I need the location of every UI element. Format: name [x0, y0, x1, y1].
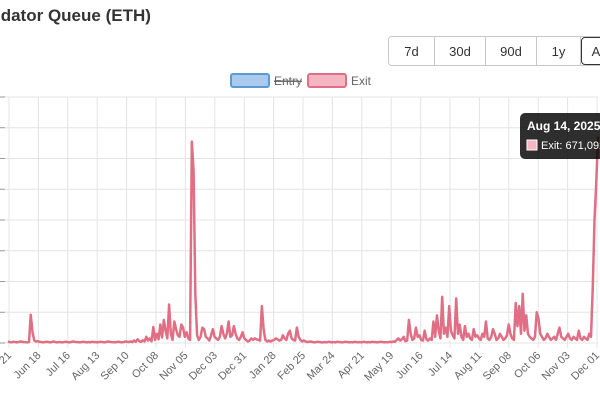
series-line-exit	[7, 136, 600, 344]
legend-item-exit[interactable]: Exit	[307, 73, 372, 88]
x-tick-label: Mar 24	[305, 350, 338, 383]
x-tick-label: Jul 14	[426, 350, 455, 379]
tooltip-title: Aug 14, 2025	[527, 119, 600, 133]
tooltip: Aug 14, 2025 Exit: 671,092	[520, 113, 600, 159]
legend-swatch-entry	[230, 73, 270, 88]
legend-swatch-exit	[307, 73, 347, 88]
range-1y-button[interactable]: 1y	[537, 37, 581, 65]
x-tick-label: Aug 11	[452, 350, 485, 383]
legend: Entry Exit	[230, 73, 372, 88]
page-title: idator Queue (ETH)	[0, 6, 151, 25]
x-tick-label: Jun 18	[12, 350, 44, 382]
x-tick-label: Aug 13	[69, 350, 102, 383]
range-90d-button[interactable]: 90d	[486, 37, 537, 65]
x-tick-label: Nov 05	[157, 350, 190, 383]
x-tick-label: Sep 08	[481, 350, 514, 383]
x-tick-label: Oct 06	[512, 350, 543, 381]
x-tick-label: Dec 31	[216, 350, 249, 383]
x-tick-label: Feb 25	[275, 350, 308, 383]
tooltip-box	[520, 113, 600, 159]
x-tick-label: Dec 03	[187, 350, 220, 383]
range-7d-button[interactable]: 7d	[389, 37, 435, 65]
x-tick-label: May 19	[362, 350, 396, 384]
time-range-selector: 7d 30d 90d 1y A	[388, 36, 600, 66]
x-tick-label: Jan 28	[247, 350, 279, 382]
x-tick-label: Dec 01	[569, 350, 600, 383]
x-tick-label: Jun 16	[394, 350, 426, 382]
chart-grid	[5, 96, 598, 348]
y-axis	[0, 96, 5, 344]
tooltip-swatch	[526, 139, 538, 151]
x-tick-label: Nov 03	[540, 350, 573, 383]
x-tick-label: Sep 10	[99, 350, 132, 383]
tooltip-body: Exit: 671,092	[541, 140, 600, 152]
x-tick-label: Oct 08	[130, 350, 161, 381]
range-30d-button[interactable]: 30d	[435, 37, 486, 65]
x-tick-label: y 21	[0, 350, 14, 373]
legend-label-exit: Exit	[351, 74, 372, 88]
legend-item-entry[interactable]: Entry	[230, 73, 302, 88]
range-all-button[interactable]: A	[581, 37, 600, 65]
